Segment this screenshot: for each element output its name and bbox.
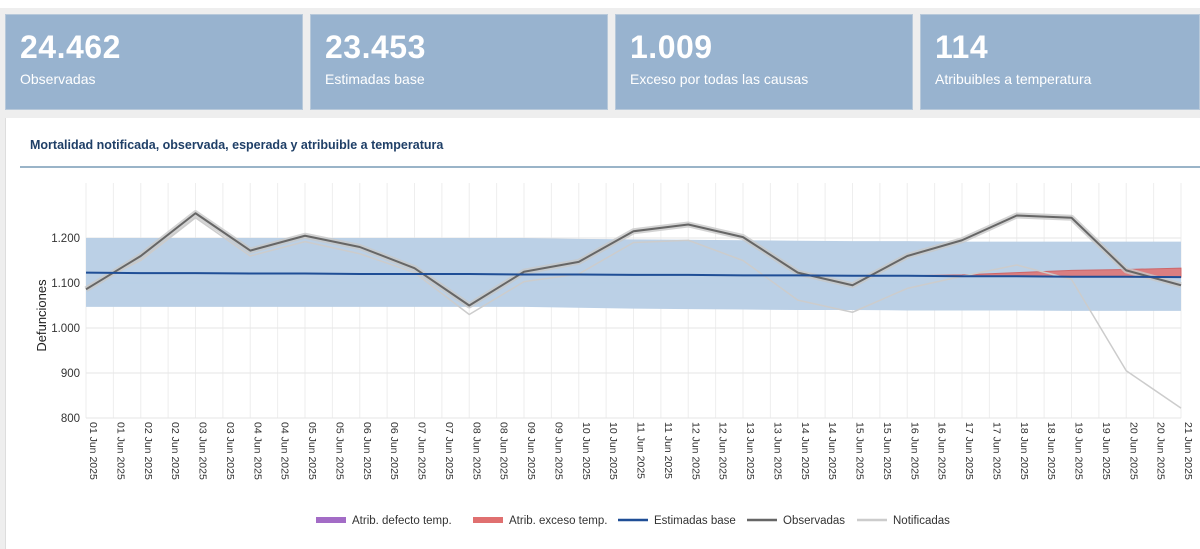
x-tick-label: 05 Jun 2025: [333, 422, 345, 480]
x-tick-label: 05 Jun 2025: [306, 422, 318, 480]
x-tick-label: 20 Jun 2025: [1155, 422, 1167, 480]
series-estimadas-base: [85, 271, 1182, 279]
series-notificadas: [85, 217, 1182, 409]
x-tick-label: 15 Jun 2025: [854, 422, 866, 480]
x-tick-label: 08 Jun 2025: [498, 422, 510, 480]
x-tick-label: 02 Jun 2025: [169, 422, 181, 480]
x-tick-label: 09 Jun 2025: [525, 422, 537, 480]
x-tick-label: 16 Jun 2025: [908, 422, 920, 480]
x-tick-label: 06 Jun 2025: [388, 422, 400, 480]
x-tick-label: 19 Jun 2025: [1100, 422, 1112, 480]
kpi-label: Atribuibles a temperatura: [935, 71, 1092, 87]
x-tick-label: 08 Jun 2025: [470, 422, 482, 480]
kpi-value: 1.009: [630, 29, 713, 65]
x-tick-label: 17 Jun 2025: [990, 422, 1002, 480]
legend-label: Observadas: [783, 515, 845, 527]
x-tick-label: 03 Jun 2025: [224, 422, 236, 480]
kpi-label: Observadas: [20, 71, 96, 87]
x-tick-label: 17 Jun 2025: [963, 422, 975, 480]
x-tick-label: 11 Jun 2025: [635, 422, 647, 479]
y-tick-label: 1.200: [51, 233, 80, 245]
kpi-card-estimadas-base: 23.453 Estimadas base: [310, 14, 608, 110]
x-tick-label: 14 Jun 2025: [826, 422, 838, 480]
y-tick-label: 1.000: [51, 323, 80, 335]
kpi-label: Estimadas base: [325, 71, 425, 87]
x-tick-label: 06 Jun 2025: [361, 422, 373, 480]
kpi-value: 23.453: [325, 29, 426, 65]
series-observadas: [85, 212, 1182, 307]
top-strip: [0, 0, 1200, 8]
x-tick-label: 07 Jun 2025: [416, 422, 428, 480]
y-tick-label: 900: [61, 368, 80, 380]
title-divider: [20, 166, 1200, 168]
kpi-card-exceso: 1.009 Exceso por todas las causas: [615, 14, 913, 110]
x-tick-label: 10 Jun 2025: [607, 422, 619, 480]
legend-swatch: [473, 517, 503, 523]
chart-lines: [84, 210, 1182, 409]
kpi-value: 24.462: [20, 29, 121, 65]
kpi-value: 114: [935, 29, 989, 65]
y-tick-label: 800: [61, 413, 80, 425]
y-axis-labels: 800 900 1.000 1.100 1.200: [51, 233, 80, 425]
x-tick-label: 13 Jun 2025: [771, 422, 783, 480]
x-tick-label: 18 Jun 2025: [1018, 422, 1030, 480]
y-axis-title: Defunciones: [34, 279, 49, 352]
x-tick-label: 12 Jun 2025: [689, 422, 701, 480]
kpi-label: Exceso por todas las causas: [630, 71, 809, 87]
x-tick-label: 16 Jun 2025: [936, 422, 948, 480]
x-tick-label: 11 Jun 2025: [662, 422, 674, 479]
x-tick-label: 21 Jun 2025: [1182, 422, 1194, 480]
x-tick-label: 07 Jun 2025: [443, 422, 455, 480]
x-axis-labels: 01 Jun 2025 01 Jun 2025 02 Jun 2025 02 Jun …: [87, 422, 1194, 480]
chart-panel: Mortalidad notificada, observada, espera…: [5, 118, 1200, 549]
legend-swatch: [316, 517, 346, 523]
legend-label: Notificadas: [893, 515, 950, 527]
x-tick-label: 13 Jun 2025: [744, 422, 756, 480]
x-tick-label: 10 Jun 2025: [580, 422, 592, 480]
y-tick-label: 1.100: [51, 278, 80, 290]
x-tick-label: 14 Jun 2025: [799, 422, 811, 480]
legend-label: Atrib. exceso temp.: [509, 515, 607, 527]
x-tick-label: 04 Jun 2025: [279, 422, 291, 480]
x-tick-label: 04 Jun 2025: [251, 422, 263, 480]
x-tick-label: 02 Jun 2025: [142, 422, 154, 480]
x-tick-label: 03 Jun 2025: [197, 422, 209, 480]
x-tick-label: 20 Jun 2025: [1127, 422, 1139, 480]
chart-legend: Atrib. defecto temp. Atrib. exceso temp. E…: [316, 515, 950, 527]
x-tick-label: 01 Jun 2025: [114, 422, 126, 480]
x-tick-label: 09 Jun 2025: [552, 422, 564, 480]
x-tick-label: 19 Jun 2025: [1073, 422, 1085, 480]
x-tick-label: 15 Jun 2025: [881, 422, 893, 480]
chart-title: Mortalidad notificada, observada, espera…: [30, 138, 444, 152]
legend-label: Estimadas base: [654, 515, 736, 527]
kpi-cards: 24.462 Observadas 23.453 Estimadas base …: [0, 14, 1200, 112]
kpi-card-atribuibles: 114 Atribuibles a temperatura: [920, 14, 1200, 110]
x-tick-label: 12 Jun 2025: [717, 422, 729, 480]
legend-label: Atrib. defecto temp.: [352, 515, 452, 527]
kpi-card-observadas: 24.462 Observadas: [5, 14, 303, 110]
x-tick-label: 01 Jun 2025: [87, 422, 99, 480]
x-tick-label: 18 Jun 2025: [1045, 422, 1057, 480]
